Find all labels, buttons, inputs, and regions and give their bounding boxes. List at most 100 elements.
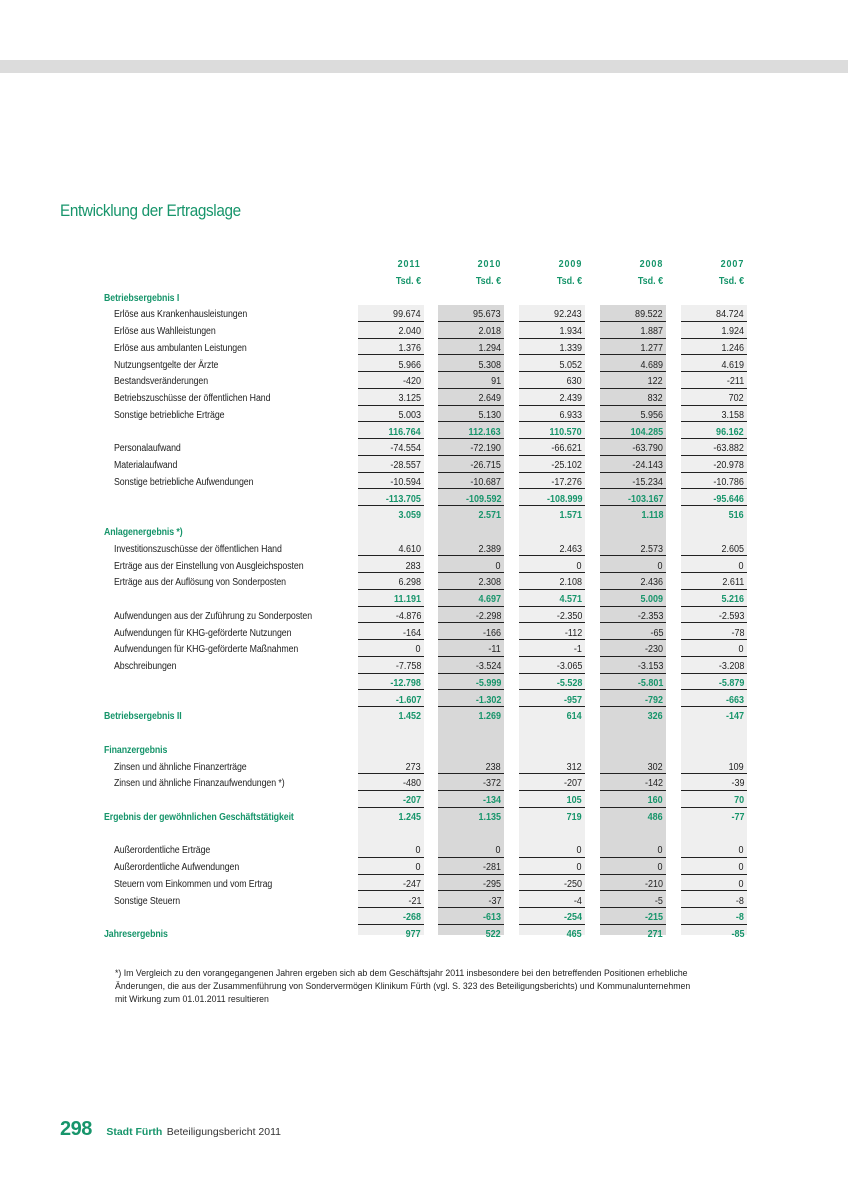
table-row: 11.191 4.697 4.571 5.009 5.216 (104, 592, 747, 609)
cell-value: -3.524 (475, 661, 501, 672)
cell-value: -268 (402, 912, 421, 924)
row-label: Steuern vom Einkommen und vom Ertrag (114, 878, 273, 890)
cell-value: -2.353 (637, 610, 663, 622)
value-2007: 3.158 (681, 408, 747, 423)
value-2007: -147 (681, 709, 747, 724)
value-2007: -10.786 (681, 475, 747, 490)
table-row: -268 -613 -254 -215 -8 (104, 910, 747, 927)
value-2010: -2.298 (438, 609, 504, 624)
cell-value: -164 (402, 627, 421, 639)
cell-value: -210 (644, 878, 663, 890)
cell-value: 1.277 (640, 342, 663, 354)
cell-value: -372 (482, 778, 501, 790)
value-2010: 4.697 (438, 592, 504, 607)
cell-value: -613 (482, 912, 501, 924)
value-2009: -250 (519, 877, 585, 892)
section-heading: Finanzergebnis (104, 743, 747, 760)
cell-value: 0 (738, 878, 744, 890)
value-2011: 1.245 (358, 810, 424, 825)
row-label: Erträge aus der Auflösung von Sonderpost… (114, 577, 286, 589)
page-number: 298 (60, 1118, 92, 1140)
value-2009: 110.570 (519, 425, 585, 439)
cell-value: 1.934 (559, 326, 582, 337)
value-2010: -3.524 (438, 659, 504, 674)
year-header: 2009 (519, 257, 585, 272)
cell-value: -4.876 (395, 610, 421, 622)
cell-value: -247 (402, 878, 421, 890)
cell-value: -10.786 (713, 476, 744, 488)
row-label: Finanzergebnis (104, 744, 168, 756)
unit-header: Tsd. € (681, 274, 747, 289)
value-2008: 0 (600, 860, 666, 875)
cell-value: 6.933 (559, 409, 582, 421)
value-2010: 522 (438, 927, 504, 942)
cell-value: 1.339 (559, 342, 582, 354)
cell-value: 238 (485, 761, 501, 773)
value-2011: -420 (358, 374, 424, 389)
value-2007: 0 (681, 860, 747, 875)
cell-value: 91 (490, 376, 501, 388)
value-2010: 95.673 (438, 307, 504, 322)
value-2011: 99.674 (358, 307, 424, 322)
value-2007: -85 (681, 927, 747, 942)
value-2011: 273 (358, 760, 424, 774)
row-label: Zinsen und ähnliche Finanzerträge (114, 761, 247, 773)
cell-value: -792 (644, 694, 663, 706)
row-label: Aufwendungen für KHG-geförderte Nutzunge… (114, 627, 292, 639)
cell-value: 70 (733, 795, 744, 806)
cell-value: -65 (649, 627, 663, 639)
cell-value: 104.285 (630, 426, 663, 438)
table-row: Ergebnis der gewöhnlichen Geschäftstätig… (104, 810, 747, 827)
page-title: Entwicklung der Ertragslage (60, 201, 241, 220)
value-2007: -20.978 (681, 458, 747, 473)
cell-value: 2.389 (478, 543, 501, 555)
table-row: Betriebsergebnis II 1.452 1.269 614 326 -147 (104, 709, 747, 726)
value-2011: 0 (358, 843, 424, 858)
cell-value: 2.436 (640, 577, 663, 589)
cell-value: 11.191 (393, 594, 421, 605)
cell-value: 2.463 (559, 543, 582, 555)
row-label: Betriebsergebnis I (104, 292, 180, 304)
row-label: Außerordentliche Aufwendungen (114, 862, 240, 873)
cell-value: -15.234 (632, 476, 663, 488)
cell-value: -3.065 (556, 661, 582, 672)
cell-value: 2011 (397, 259, 421, 270)
cell-value: 1.452 (398, 711, 421, 723)
row-label: Anlagenergebnis *) (104, 527, 183, 538)
cell-value: 2.439 (559, 393, 582, 404)
value-2010: 2.308 (438, 575, 504, 590)
column-band-2009 (519, 305, 585, 935)
unit-header: Tsd. € (358, 274, 424, 289)
cell-value: 326 (647, 711, 663, 723)
row-label: Investitionszuschüsse der öffentlichen H… (114, 543, 282, 555)
value-2010: -166 (438, 626, 504, 640)
cell-value: 3.158 (721, 409, 744, 421)
value-2008: 1.277 (600, 341, 666, 356)
value-2009: 312 (519, 760, 585, 774)
cell-value: -8 (735, 895, 744, 907)
value-2010: 1.135 (438, 810, 504, 825)
cell-value: -166 (482, 627, 501, 639)
cell-value: 614 (566, 711, 582, 723)
value-2010: 5.130 (438, 408, 504, 423)
value-2009: 2.463 (519, 542, 585, 557)
value-2008: 122 (600, 374, 666, 389)
row-label: Abschreibungen (114, 661, 177, 672)
value-2010: -11 (438, 642, 504, 657)
table-row: Nutzungsentgelte der Ärzte 5.966 5.308 5.05… (104, 358, 747, 375)
table-row: 3.059 2.571 1.571 1.118 516 (104, 508, 747, 525)
spacer-row (104, 726, 747, 743)
cell-value: 5.308 (478, 359, 501, 371)
value-2010: 112.163 (438, 425, 504, 439)
cell-value: -28.557 (390, 460, 421, 471)
cell-value: 122 (647, 376, 663, 388)
cell-value: 0 (576, 862, 582, 873)
value-2008: -5.801 (600, 676, 666, 691)
value-2010: 0 (438, 843, 504, 858)
cell-value: 3.059 (398, 510, 421, 522)
value-2009: 1.571 (519, 508, 585, 523)
value-2009: 105 (519, 793, 585, 808)
cell-value: -72.190 (470, 443, 501, 455)
value-2008: 1.118 (600, 508, 666, 523)
value-2009: 0 (519, 860, 585, 875)
